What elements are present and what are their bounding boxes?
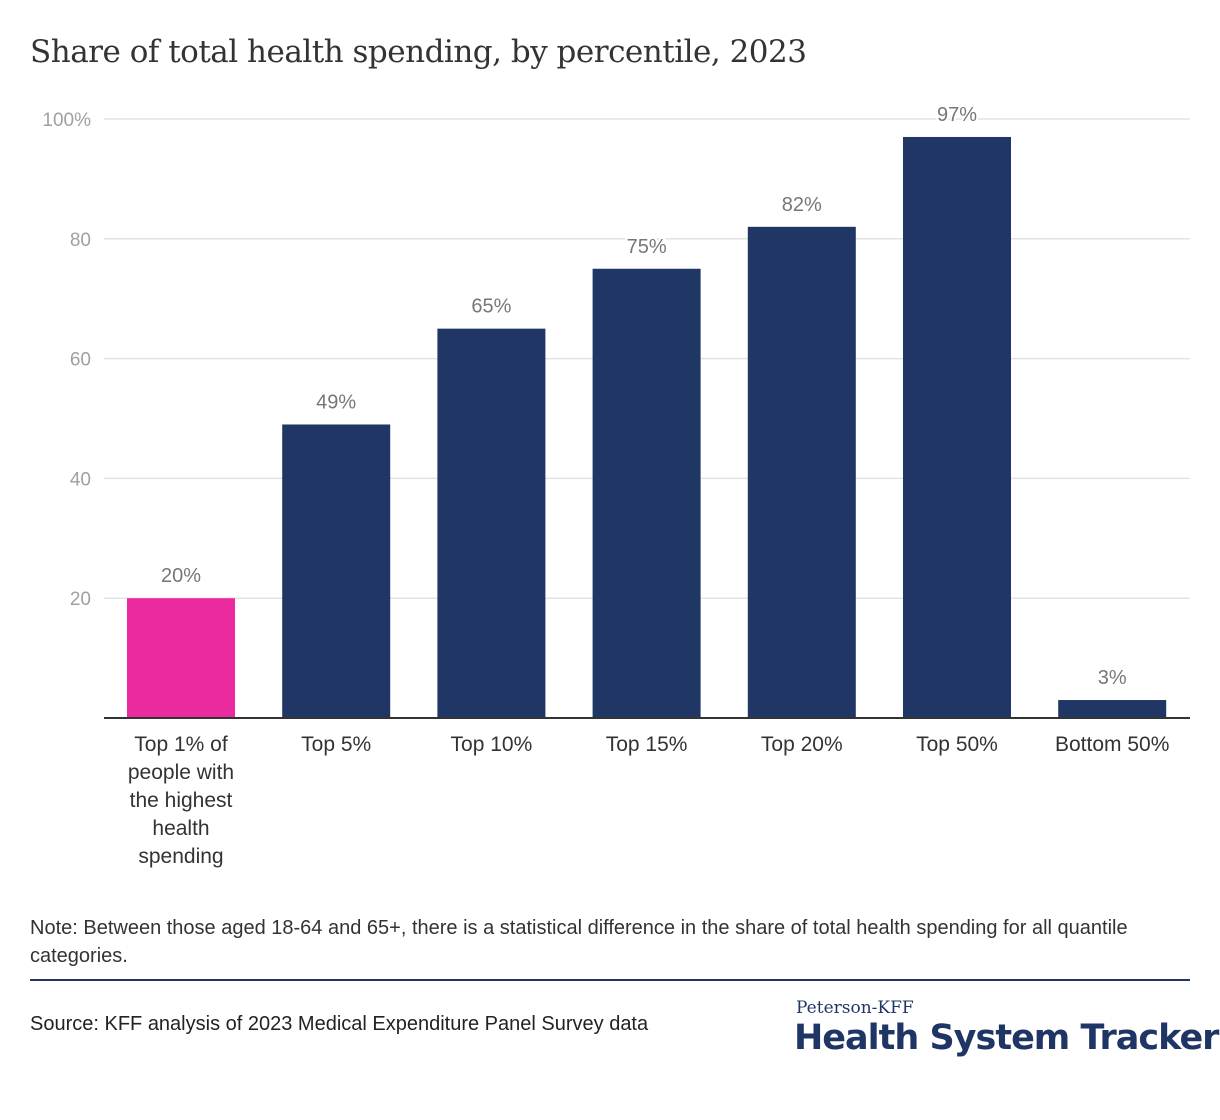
y-tick-label: 60 [70, 350, 91, 371]
x-axis-ticks: Top 1% of people with the highest health spe… [128, 733, 1170, 868]
bar [437, 328, 546, 718]
x-tick-label: people with [128, 761, 234, 784]
y-tick-label: 80 [70, 230, 91, 251]
bar [903, 136, 1011, 719]
y-tick-label: 100% [42, 110, 91, 131]
data-label: 49% [316, 391, 356, 413]
x-tick-label: Top 20% [761, 733, 843, 756]
brand-logo: Health System Tracker [794, 1018, 1219, 1058]
chart-title: Share of total health spending, by perce… [30, 34, 807, 70]
data-label: 20% [161, 565, 201, 587]
y-tick-label: 40 [70, 469, 91, 490]
bar [592, 268, 701, 718]
data-label: 3% [1098, 667, 1127, 689]
data-labels: 20% 49% 65% 75% 82% 97% 3% [159, 102, 1129, 691]
chart-note: Note: Between those aged 18-64 and 65+, … [30, 917, 1128, 967]
y-tick-label: 20 [70, 589, 91, 610]
x-tick-label: Top 1% of [134, 733, 228, 756]
x-tick-label: Bottom 50% [1055, 733, 1169, 756]
bar [282, 424, 391, 718]
x-tick-label: health [152, 817, 209, 840]
y-axis-ticks: 20 40 60 80 100% [42, 110, 91, 610]
divider [30, 979, 1190, 981]
data-label: 65% [471, 296, 511, 318]
x-tick-label: Top 15% [606, 733, 688, 756]
bar [747, 226, 856, 718]
x-tick-label: Top 50% [916, 733, 998, 756]
data-label: 82% [782, 194, 822, 216]
bars [127, 136, 1167, 719]
brand-subtitle: Peterson-KFF [796, 998, 914, 1018]
data-label: 75% [627, 236, 667, 258]
x-tick-label: Top 5% [301, 733, 371, 756]
bar [127, 598, 235, 718]
data-label: 97% [937, 104, 977, 126]
x-tick-label: the highest [130, 789, 233, 812]
bar-chart: 20 40 60 80 100% 20% 49% 65% 75% 82% 97% 3% Top 1%… [42, 102, 1190, 868]
chart-source: Source: KFF analysis of 2023 Medical Exp… [30, 1013, 649, 1035]
x-tick-label: Top 10% [451, 733, 533, 756]
x-tick-label: spending [138, 845, 223, 868]
bar [1058, 700, 1167, 718]
